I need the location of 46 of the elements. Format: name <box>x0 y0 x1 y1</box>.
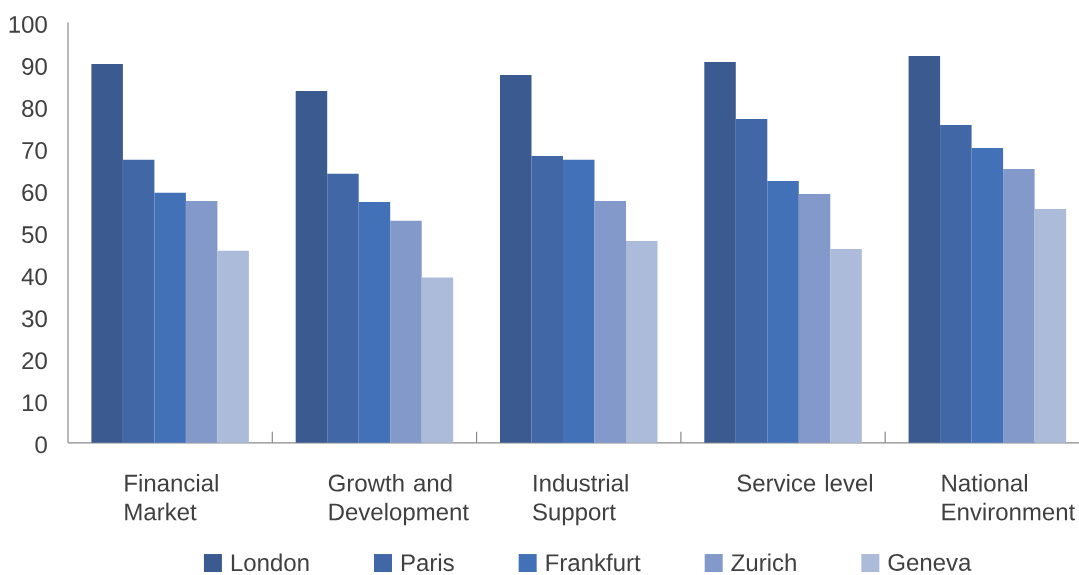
bar <box>1003 169 1035 443</box>
y-tick-label: 0 <box>35 436 47 454</box>
y-tick-label: 40 <box>21 268 47 286</box>
x-tick-label: Financial Market <box>125 474 218 521</box>
bar <box>390 220 422 443</box>
bar <box>704 61 736 443</box>
bar <box>185 201 218 443</box>
bar <box>295 90 328 443</box>
bar <box>908 56 941 443</box>
bar <box>421 277 454 443</box>
y-tick-label: 80 <box>22 99 47 117</box>
bar <box>594 201 626 443</box>
legend-label: London <box>231 553 309 572</box>
bar <box>154 192 186 443</box>
legend-label: Paris <box>401 553 454 572</box>
legend-label: Zurich <box>731 553 796 572</box>
x-tick-label: National Environment <box>942 474 1076 521</box>
bar <box>767 180 799 443</box>
bar <box>217 250 249 443</box>
bar <box>358 201 391 443</box>
y-tick-label: 10 <box>22 394 47 412</box>
bar <box>563 159 595 443</box>
x-tick-label: Growth and Development <box>328 474 469 526</box>
bar <box>531 156 563 443</box>
y-tick-label: 60 <box>22 184 47 202</box>
y-tick-label: 50 <box>22 226 47 244</box>
x-tick-label: Industrial Support <box>533 474 628 526</box>
bar <box>122 159 155 443</box>
y-tick-label: 20 <box>22 352 47 370</box>
bar <box>940 124 972 443</box>
bar <box>971 148 1004 443</box>
bar <box>798 193 831 443</box>
bar <box>1034 209 1067 443</box>
legend-label: Geneva <box>888 553 972 571</box>
bar <box>830 248 862 443</box>
y-tick-label: 30 <box>22 310 47 328</box>
bar <box>735 119 768 443</box>
x-tick-label: Service level <box>737 474 872 492</box>
bar <box>500 74 532 443</box>
y-tick-label: 70 <box>22 142 47 160</box>
bar <box>626 241 658 443</box>
bar <box>327 173 359 443</box>
bar <box>91 64 123 443</box>
y-tick-label: 90 <box>22 57 47 75</box>
y-tick-label: 100 <box>9 15 47 33</box>
legend-label: Frankfurt <box>546 553 641 572</box>
